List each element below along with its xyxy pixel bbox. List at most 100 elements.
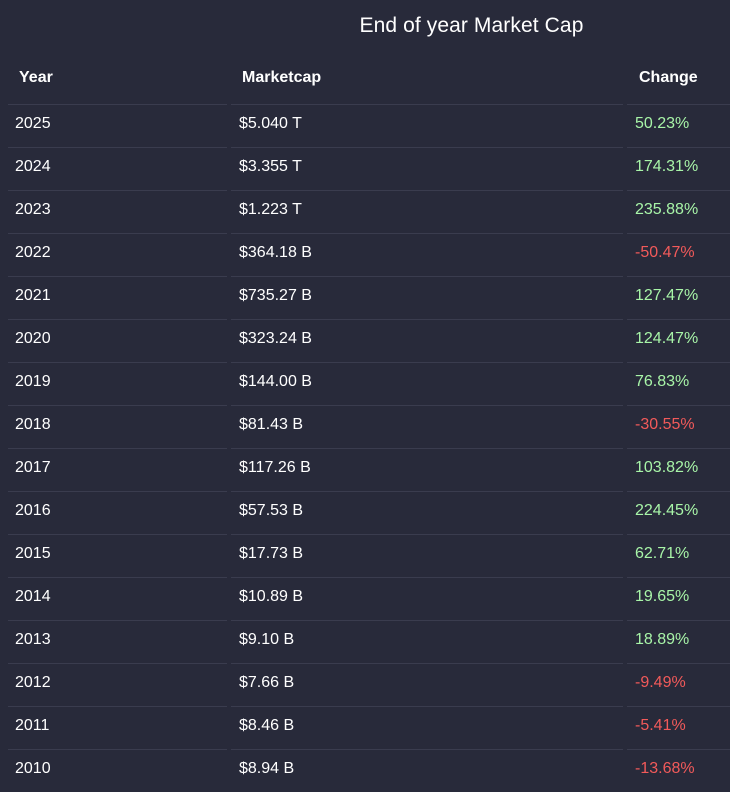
row-divider	[231, 147, 623, 148]
header-change: Change	[639, 69, 698, 86]
row-divider	[8, 620, 227, 621]
cell-year: 2011	[15, 717, 50, 734]
row-divider	[231, 706, 623, 707]
cell-marketcap: $10.89 B	[239, 588, 304, 605]
cell-year: 2025	[15, 115, 51, 132]
table-row: 2015 $17.73 B 62.71%	[0, 534, 730, 577]
row-divider	[231, 362, 623, 363]
row-divider	[8, 577, 227, 578]
cell-year: 2021	[15, 287, 51, 304]
cell-change: -13.68%	[635, 760, 695, 777]
cell-change: 76.83%	[635, 373, 690, 390]
cell-year: 2016	[15, 502, 51, 519]
cell-marketcap: $364.18 B	[239, 244, 312, 261]
row-divider	[627, 620, 730, 621]
cell-year: 2018	[15, 416, 51, 433]
table-header: Year Marketcap Change	[0, 56, 730, 104]
table-row: 2013 $9.10 B 18.89%	[0, 620, 730, 663]
cell-marketcap: $117.26 B	[239, 459, 311, 476]
row-divider	[627, 276, 730, 277]
cell-year: 2012	[15, 674, 51, 691]
cell-marketcap: $9.10 B	[239, 631, 295, 648]
row-divider	[231, 104, 623, 105]
table-body: 2025 $5.040 T 50.23% 2024 $3.355 T 174.31% 202…	[0, 104, 730, 792]
cell-year: 2017	[15, 459, 51, 476]
cell-year: 2010	[15, 760, 51, 777]
row-divider	[8, 319, 227, 320]
row-divider	[627, 663, 730, 664]
row-divider	[8, 663, 227, 664]
table-row: 2024 $3.355 T 174.31%	[0, 147, 730, 190]
page-title: End of year Market Cap	[359, 14, 584, 37]
cell-year: 2013	[15, 631, 51, 648]
header-year: Year	[19, 69, 53, 86]
row-divider	[8, 534, 227, 535]
table-row: 2023 $1.223 T 235.88%	[0, 190, 730, 233]
row-divider	[231, 663, 623, 664]
row-divider	[8, 706, 227, 707]
row-divider	[8, 233, 227, 234]
cell-marketcap: $3.355 T	[239, 158, 302, 175]
row-divider	[8, 491, 227, 492]
cell-marketcap: $735.27 B	[239, 287, 312, 304]
cell-change: 62.71%	[635, 545, 690, 562]
row-divider	[627, 190, 730, 191]
cell-change: 124.47%	[635, 330, 699, 347]
row-divider	[231, 749, 623, 750]
cell-change: 50.23%	[635, 115, 690, 132]
row-divider	[8, 276, 227, 277]
cell-marketcap: $5.040 T	[239, 115, 302, 132]
cell-change: -50.47%	[635, 244, 695, 261]
row-divider	[627, 405, 730, 406]
row-divider	[8, 362, 227, 363]
row-divider	[627, 448, 730, 449]
cell-marketcap: $17.73 B	[239, 545, 304, 562]
cell-marketcap: $8.94 B	[239, 760, 295, 777]
row-divider	[231, 233, 623, 234]
row-divider	[8, 147, 227, 148]
cell-change: 18.89%	[635, 631, 690, 648]
table-row: 2011 $8.46 B -5.41%	[0, 706, 730, 749]
cell-marketcap: $8.46 B	[239, 717, 295, 734]
cell-year: 2014	[15, 588, 51, 605]
row-divider	[627, 362, 730, 363]
cell-year: 2024	[15, 158, 51, 175]
cell-marketcap: $81.43 B	[239, 416, 304, 433]
cell-year: 2019	[15, 373, 51, 390]
cell-year: 2022	[15, 244, 51, 261]
row-divider	[8, 749, 227, 750]
row-divider	[231, 319, 623, 320]
table-row: 2014 $10.89 B 19.65%	[0, 577, 730, 620]
cell-change: 174.31%	[635, 158, 699, 175]
row-divider	[231, 491, 623, 492]
row-divider	[627, 104, 730, 105]
table-row: 2010 $8.94 B -13.68%	[0, 749, 730, 792]
cell-change: 19.65%	[635, 588, 690, 605]
cell-change: -9.49%	[635, 674, 686, 691]
cell-change: 103.82%	[635, 459, 699, 476]
cell-change: -30.55%	[635, 416, 695, 433]
table-row: 2022 $364.18 B -50.47%	[0, 233, 730, 276]
row-divider	[8, 104, 227, 105]
row-divider	[627, 147, 730, 148]
row-divider	[231, 620, 623, 621]
row-divider	[231, 405, 623, 406]
table-row: 2016 $57.53 B 224.45%	[0, 491, 730, 534]
row-divider	[231, 190, 623, 191]
table-row: 2017 $117.26 B 103.82%	[0, 448, 730, 491]
table-row: 2012 $7.66 B -9.49%	[0, 663, 730, 706]
row-divider	[8, 405, 227, 406]
table-row: 2018 $81.43 B -30.55%	[0, 405, 730, 448]
row-divider	[627, 706, 730, 707]
row-divider	[627, 319, 730, 320]
table-row: 2019 $144.00 B 76.83%	[0, 362, 730, 405]
cell-change: -5.41%	[635, 717, 686, 734]
row-divider	[231, 276, 623, 277]
cell-year: 2020	[15, 330, 51, 347]
cell-change: 235.88%	[635, 201, 699, 218]
cell-marketcap: $7.66 B	[239, 674, 295, 691]
cell-change: 127.47%	[635, 287, 699, 304]
cell-change: 224.45%	[635, 502, 699, 519]
table-row: 2020 $323.24 B 124.47%	[0, 319, 730, 362]
row-divider	[8, 448, 227, 449]
